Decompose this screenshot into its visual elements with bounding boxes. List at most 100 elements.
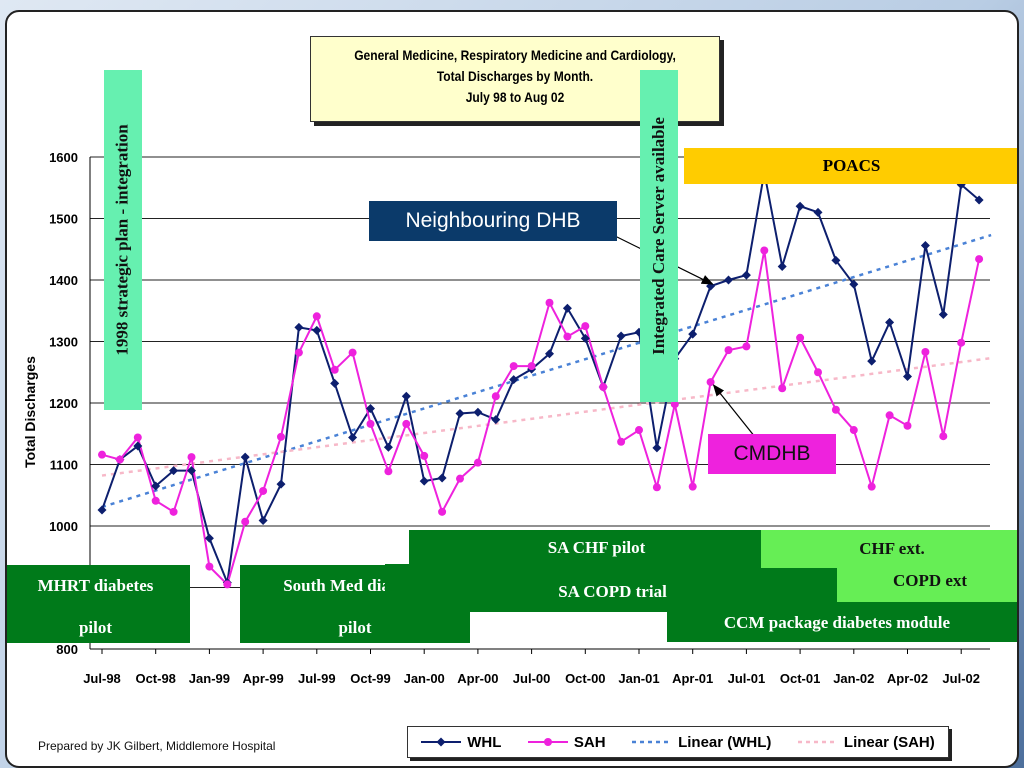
sa-chf-text: SA CHF pilot (547, 538, 646, 557)
data-point-whl (330, 378, 340, 388)
data-point-sah (169, 507, 178, 516)
data-point-whl (831, 255, 841, 265)
ccm-text: CCM package diabetes module (723, 613, 951, 632)
data-point-sah (312, 312, 321, 321)
copd-ext-box: COPD ext (837, 562, 1017, 602)
data-point-sah (348, 348, 357, 357)
poacs-text: POACS (822, 156, 881, 175)
copd-ext-text: COPD ext (892, 571, 968, 590)
data-point-sah (849, 426, 858, 435)
data-point-sah (438, 507, 447, 516)
neighbouring-dhb-callout: Neighbouring DHB (369, 201, 617, 241)
y-tick-label: 1100 (50, 458, 78, 473)
data-point-sah (670, 400, 679, 409)
x-tick-label: Jan-00 (404, 671, 445, 686)
data-point-whl (455, 408, 465, 418)
trendline-whl (101, 233, 992, 509)
x-tick-label: Apr-99 (243, 671, 284, 686)
data-point-whl (688, 329, 698, 339)
y-tick-label: 1200 (49, 396, 78, 411)
data-point-sah (796, 333, 805, 342)
data-point-sah (742, 342, 751, 351)
y-tick-label: 1000 (49, 519, 78, 534)
data-point-sah (259, 486, 268, 495)
data-point-whl (258, 515, 268, 525)
cmdhb-callout: CMDHB (708, 434, 836, 474)
data-point-whl (97, 505, 107, 515)
data-point-whl (312, 325, 322, 335)
data-point-sah (205, 562, 214, 571)
data-point-sah (491, 392, 500, 401)
legend-item-linear-sah: Linear (SAH) (797, 734, 935, 751)
data-point-whl (938, 309, 948, 319)
data-point-whl (187, 466, 196, 476)
data-point-sah (456, 474, 464, 483)
data-point-sah (545, 298, 554, 307)
data-point-whl (491, 415, 501, 425)
trendline-sah (101, 356, 992, 477)
data-point-whl (276, 479, 286, 489)
legend-label-sah: SAH (573, 733, 606, 751)
data-point-whl (885, 317, 895, 327)
data-point-whl (813, 207, 823, 217)
series-line-whl (101, 172, 980, 587)
data-point-sah (384, 467, 393, 476)
legend-label-whl: WHL (467, 733, 502, 751)
data-point-whl (795, 201, 805, 211)
data-point-whl (741, 270, 751, 280)
data-point-whl (473, 407, 483, 417)
data-point-whl (867, 356, 877, 366)
chf-ext-text: CHF ext. (859, 539, 925, 558)
x-tick-label: Oct-98 (135, 671, 175, 686)
care-server-text: Integrated Care Server available (649, 117, 669, 355)
legend-label-linear-whl: Linear (WHL) (678, 733, 772, 751)
data-point-sah (867, 482, 876, 491)
data-point-sah (277, 432, 285, 441)
data-point-whl (724, 275, 733, 285)
data-point-whl (366, 404, 375, 414)
x-tick-label: Apr-01 (672, 671, 713, 686)
data-point-sah (652, 483, 661, 492)
y-tick-label: 1400 (49, 273, 78, 288)
data-point-whl (616, 331, 626, 341)
legend-swatch-linear-whl (632, 740, 673, 744)
data-point-whl (509, 375, 519, 385)
mhrt-line1: MHRT diabetes (37, 576, 154, 595)
data-point-sah (957, 338, 966, 347)
data-point-whl (437, 473, 447, 483)
data-point-sah (330, 365, 339, 374)
chart: 8009001000110012001300140015001600 Jul-9… (22, 150, 992, 686)
data-point-whl (974, 195, 984, 205)
data-point-sah (115, 455, 124, 464)
y-tick-label: 1300 (49, 335, 78, 350)
data-point-sah (903, 421, 912, 430)
data-point-sah (760, 246, 769, 255)
data-point-sah (706, 378, 715, 387)
strategic-plan-text: 1998 strategic plan - integration (113, 124, 133, 356)
data-point-sah (509, 362, 518, 371)
data-point-sah (563, 332, 572, 341)
data-point-sah (187, 453, 196, 462)
data-point-sah (420, 451, 429, 460)
chart-subtitle: July 98 to Aug 02 (465, 89, 565, 105)
data-point-whl (849, 279, 859, 289)
data-point-sah (599, 383, 608, 392)
data-point-whl (401, 391, 411, 401)
data-point-whl (903, 372, 912, 382)
x-tick-label: Jan-99 (189, 671, 230, 686)
data-point-whl (294, 322, 304, 332)
care-server-label: Integrated Care Server available (640, 70, 678, 402)
data-point-sah (921, 347, 930, 356)
data-point-sah (975, 255, 984, 264)
data-point-sah (581, 322, 590, 331)
data-point-sah (133, 433, 142, 442)
x-tick-label: Oct-01 (780, 671, 820, 686)
series-line-sah (101, 250, 981, 587)
data-point-sah (223, 580, 232, 589)
legend-swatch-linear-sah (797, 740, 838, 744)
y-tick-label: 1500 (49, 212, 78, 227)
data-point-sah (885, 411, 894, 420)
data-point-sah (366, 419, 375, 428)
data-point-sah (151, 496, 160, 505)
chart-legend: WHL SAH Linear (WHL) Linear (SAH) (407, 726, 949, 758)
